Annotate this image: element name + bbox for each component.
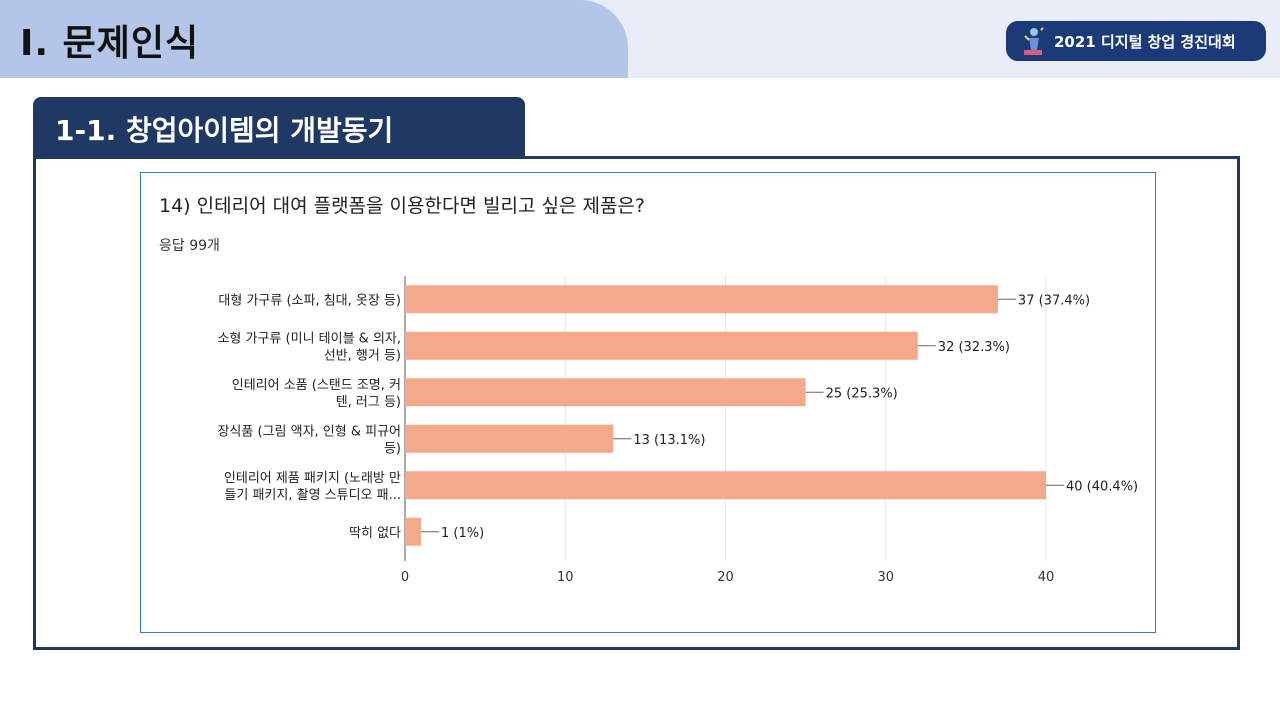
data-label: 37 (37.4%) bbox=[1018, 293, 1090, 308]
x-tick-label: 20 bbox=[717, 570, 734, 585]
x-tick-label: 10 bbox=[557, 570, 574, 585]
header-tab: Ⅰ. 문제인식 bbox=[0, 0, 628, 78]
data-label: 40 (40.4%) bbox=[1066, 479, 1138, 494]
bar bbox=[405, 517, 422, 546]
section-tab: 1-1. 창업아이템의 개발동기 bbox=[33, 97, 525, 157]
x-tick-label: 30 bbox=[877, 570, 894, 585]
category-label-line: 등) bbox=[384, 441, 401, 456]
category-label-line: 장식품 (그림 액자, 인형 & 피규어 bbox=[217, 424, 401, 439]
x-tick-label: 40 bbox=[1038, 570, 1055, 585]
category-label-line: 인테리어 소품 (스탠드 조명, 커 bbox=[232, 378, 401, 393]
category-label: 소형 가구류 (미니 테이블 & 의자, 선반, 행거 등) bbox=[217, 331, 401, 363]
chart-question: 14) 인테리어 대여 플랫폼을 이용한다면 빌리고 싶은 제품은? bbox=[159, 195, 645, 217]
bar bbox=[405, 285, 998, 314]
x-tick-label: 0 bbox=[401, 570, 409, 585]
section-title: 1-1. 창업아이템의 개발동기 bbox=[55, 114, 394, 147]
response-count: 응답 99개 bbox=[159, 238, 220, 254]
data-label: 32 (32.3%) bbox=[938, 340, 1010, 355]
badge-text: 2021 디지털 창업 경진대회 bbox=[1054, 32, 1236, 51]
data-label: 1 (1%) bbox=[441, 526, 484, 541]
category-label: 딱히 없다 bbox=[349, 526, 401, 541]
category-label-line: 선반, 행거 등) bbox=[324, 347, 401, 363]
category-label-line: 대형 가구류 (소파, 침대, 옷장 등) bbox=[218, 293, 401, 308]
bar bbox=[405, 424, 614, 453]
data-label: 13 (13.1%) bbox=[633, 433, 705, 448]
bar bbox=[405, 471, 1046, 500]
category-label-line: 텐, 러그 등) bbox=[336, 395, 401, 410]
contest-badge: 2021 디지털 창업 경진대회 bbox=[1006, 21, 1266, 61]
category-label-line: 들기 패키지, 촬영 스튜디오 패... bbox=[224, 488, 401, 503]
category-label: 대형 가구류 (소파, 침대, 옷장 등) bbox=[218, 293, 401, 308]
category-label-line: 딱히 없다 bbox=[349, 526, 401, 541]
page-title: Ⅰ. 문제인식 bbox=[20, 23, 200, 64]
bar-chart: 0 10 20 30 40 37 (37.4%) 대형 가구류 (소파, 침대, 옷장 등)… bbox=[217, 276, 1138, 585]
data-label: 25 (25.3%) bbox=[826, 386, 898, 401]
bar bbox=[405, 378, 806, 407]
chart-card: 14) 인테리어 대여 플랫폼을 이용한다면 빌리고 싶은 제품은? 응답 99… bbox=[140, 172, 1156, 633]
bar bbox=[405, 331, 918, 360]
trophy-person-icon bbox=[1024, 27, 1044, 55]
category-label-line: 소형 가구류 (미니 테이블 & 의자, bbox=[217, 331, 401, 346]
category-label-line: 인테리어 제품 패키지 (노래방 만 bbox=[224, 471, 401, 486]
